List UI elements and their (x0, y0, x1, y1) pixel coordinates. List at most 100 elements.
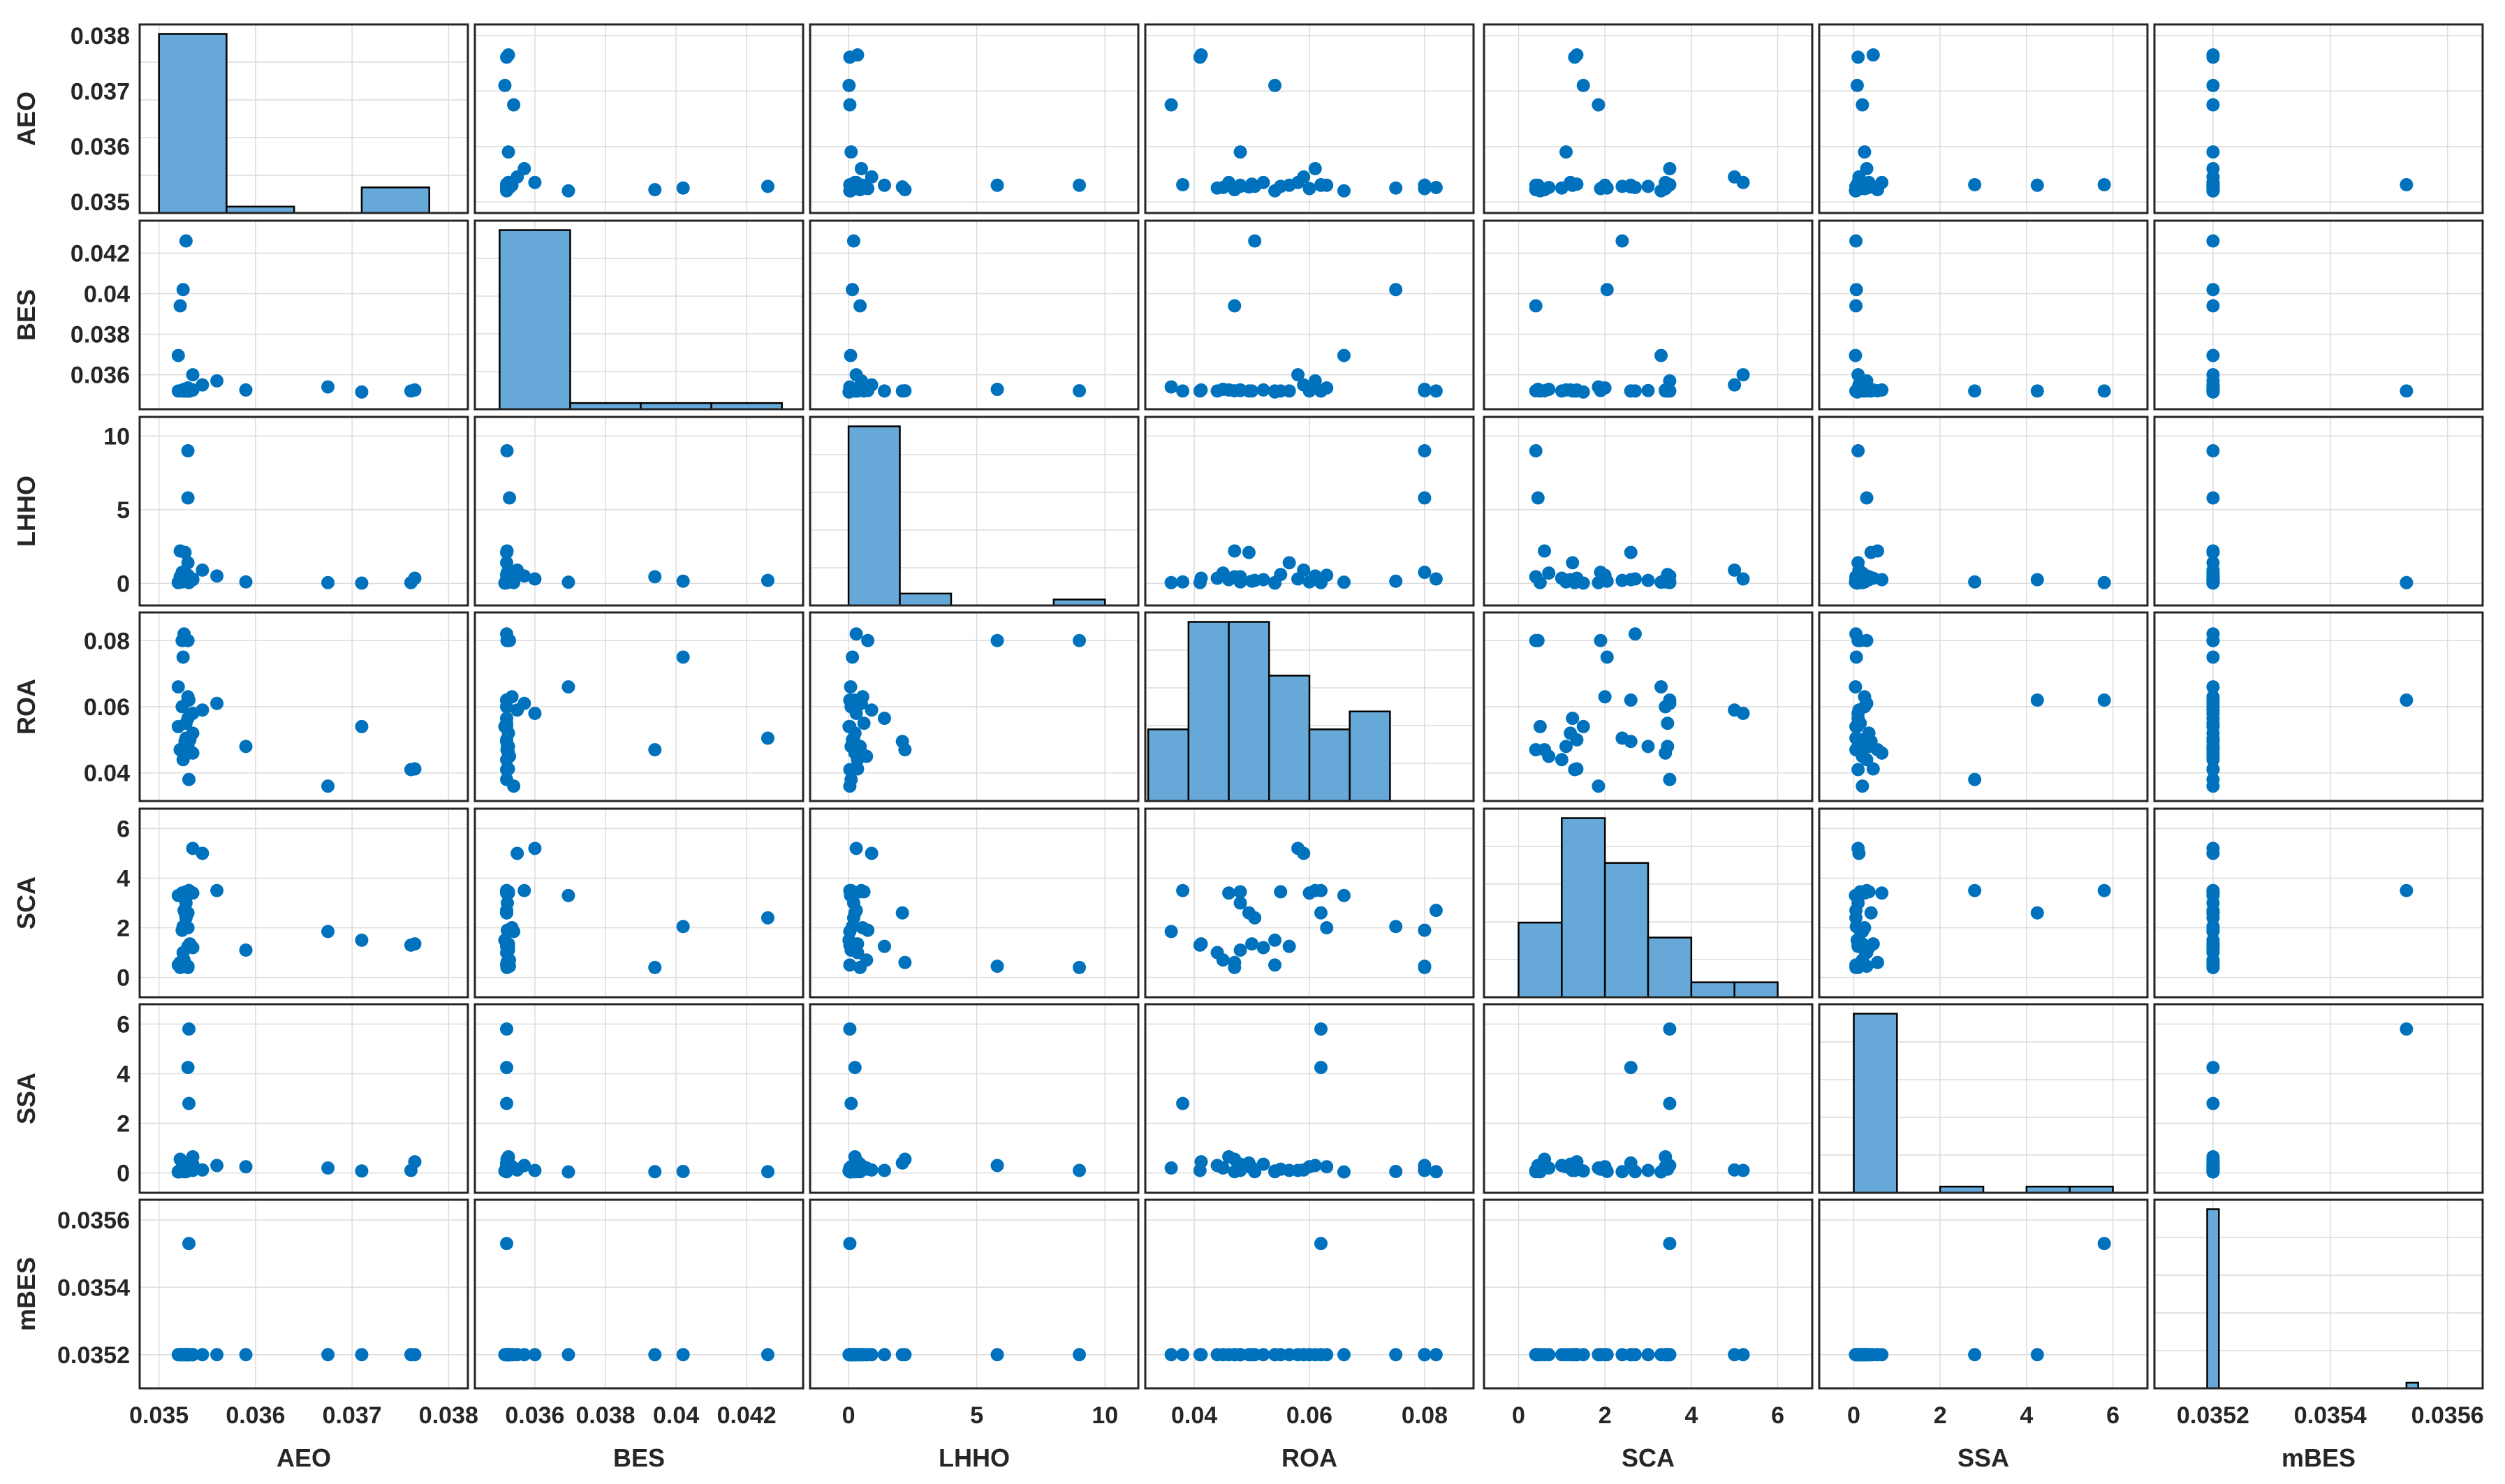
data-point (1233, 896, 1247, 910)
data-point (848, 906, 862, 920)
histogram-bar (1147, 728, 1190, 802)
data-point (843, 693, 857, 707)
data-point (1538, 1152, 1552, 1166)
data-point (1242, 906, 1256, 920)
y-tick-label: 0.04 (84, 761, 130, 787)
data-point (355, 1348, 369, 1362)
data-point (2206, 384, 2220, 398)
cell-frame (138, 1198, 469, 1390)
data-point (182, 1237, 196, 1251)
data-point (171, 680, 185, 694)
cell-SSA-vs-mBES (2153, 1003, 2484, 1194)
data-point (848, 1061, 862, 1075)
data-point (865, 846, 879, 860)
cell-frame (138, 611, 469, 802)
data-point (648, 1348, 662, 1362)
data-point (2400, 883, 2414, 897)
grid (1819, 809, 2147, 997)
data-point (2206, 960, 2220, 974)
data-point (2030, 178, 2044, 192)
cell-AEO-vs-LHHO (809, 23, 1140, 214)
data-point (761, 1165, 774, 1179)
data-point (1314, 1022, 1328, 1036)
x-tick-label: 0 (842, 1402, 855, 1429)
cell-SCA-vs-LHHO (809, 807, 1140, 999)
data-point (1222, 886, 1236, 900)
data-point (1628, 1165, 1642, 1179)
data-point (1736, 706, 1750, 720)
cell-SSA-vs-BES (473, 1003, 805, 1194)
data-point (181, 556, 195, 570)
data-point (1320, 1160, 1334, 1174)
data-point (1314, 1061, 1328, 1075)
data-point (1576, 719, 1590, 733)
cell-ROA-vs-ROA (1144, 611, 1475, 802)
data-point (1268, 384, 1282, 398)
data-point (2400, 1022, 2414, 1036)
data-point (1663, 161, 1677, 175)
data-point (2206, 1096, 2220, 1110)
data-point (1851, 740, 1865, 754)
grid (140, 809, 468, 997)
data-point (1849, 299, 1863, 313)
data-point (1302, 384, 1316, 398)
data-point (1624, 1061, 1638, 1075)
data-point (1176, 1096, 1190, 1110)
data-point (1418, 178, 1432, 192)
data-point (2206, 556, 2220, 570)
data-point (676, 1164, 690, 1178)
y-variable-label: BES (12, 289, 41, 341)
data-point (844, 772, 858, 786)
data-point (196, 563, 210, 577)
data-point (898, 955, 912, 969)
data-point (499, 946, 513, 960)
x-tick-label: 0.036 (226, 1402, 285, 1429)
y-tick-label: 4 (117, 1061, 130, 1087)
data-point (181, 1348, 195, 1362)
data-point (843, 958, 857, 972)
data-point (1654, 348, 1668, 362)
data-point (1566, 178, 1580, 192)
data-point (1256, 941, 1270, 955)
cell-BES-vs-LHHO (809, 219, 1140, 411)
data-point (1968, 384, 1982, 398)
data-point (1210, 571, 1224, 585)
cell-mBES-vs-BES (473, 1198, 805, 1390)
data-point (1555, 181, 1569, 195)
data-point (2206, 299, 2220, 313)
cell-ROA-vs-SSA (1818, 611, 2149, 802)
cell-frame (1144, 219, 1475, 411)
data-point (2206, 368, 2220, 382)
y-tick-label: 0.037 (71, 78, 130, 105)
data-point (1849, 719, 1863, 733)
data-point (877, 178, 891, 192)
data-point (500, 923, 514, 937)
data-point (990, 383, 1004, 397)
histogram-bar (1187, 621, 1230, 802)
data-point (1870, 743, 1884, 757)
data-point (1164, 1348, 1178, 1362)
data-point (1594, 1348, 1608, 1362)
data-point (408, 571, 422, 585)
data-point (500, 1163, 514, 1177)
data-point (182, 1096, 196, 1110)
data-point (1194, 571, 1208, 585)
data-point (2206, 98, 2220, 112)
cell-SCA-vs-mBES (2153, 807, 2484, 999)
data-point (843, 1237, 857, 1251)
data-point (510, 846, 524, 860)
data-point (1968, 772, 1982, 786)
grid (2154, 417, 2483, 605)
data-point (1600, 650, 1614, 664)
data-point (1850, 78, 1864, 92)
cell-ROA-vs-LHHO (809, 611, 1140, 802)
x-tick-label: 0.0352 (2177, 1402, 2249, 1429)
data-point (1594, 1162, 1608, 1176)
data-point (528, 1348, 542, 1362)
x-tick-label: 0 (1847, 1402, 1860, 1429)
cell-frame (1483, 1003, 1814, 1194)
data-point (1533, 719, 1547, 733)
data-point (1853, 566, 1867, 580)
data-point (851, 762, 865, 776)
data-point (1566, 384, 1580, 398)
